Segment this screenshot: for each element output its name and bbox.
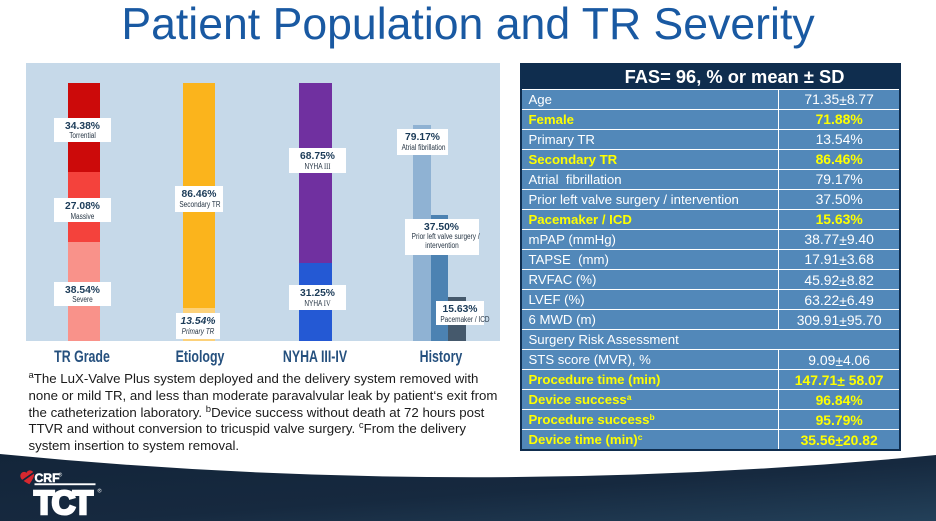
svg-text:CRF: CRF xyxy=(35,471,60,485)
svg-text:TCT: TCT xyxy=(34,484,93,520)
svg-text:®: ® xyxy=(98,488,102,495)
svg-text:®: ® xyxy=(59,472,63,479)
